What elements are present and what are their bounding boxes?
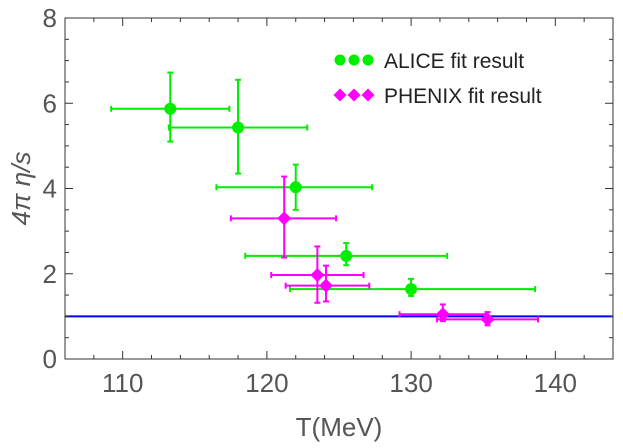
y-tick-label: 2 [43, 259, 57, 289]
data-point-circle [232, 121, 245, 134]
y-tick-label: 8 [43, 3, 57, 33]
y-tick-label: 6 [43, 88, 57, 118]
x-tick-label: 130 [389, 368, 432, 398]
legend-marker-circle [334, 54, 346, 66]
plot-frame [64, 17, 614, 360]
data-point-diamond [310, 268, 325, 283]
data-point-circle [340, 249, 353, 262]
legend-marker-circle [362, 54, 374, 66]
data-point-circle [164, 102, 177, 115]
legend-label: ALICE fit result [384, 50, 524, 73]
x-tick-label: 140 [534, 368, 577, 398]
y-tick-label: 4 [43, 174, 57, 204]
x-axis-label: T(MeV) [296, 412, 383, 442]
legend-marker-diamond [333, 88, 347, 102]
series-alice [110, 71, 537, 297]
x-tick-label: 120 [245, 368, 288, 398]
data-point-circle [405, 283, 418, 296]
legend-label: PHENIX fit result [384, 85, 542, 108]
data-point-diamond [277, 211, 292, 226]
y-axis-label: 4π η/s [6, 152, 36, 226]
y-tick-label: 0 [43, 344, 57, 374]
data-point-diamond [480, 312, 495, 327]
data-point-diamond [435, 307, 450, 322]
x-tick-label: 110 [102, 368, 143, 398]
series-phenix [229, 175, 540, 327]
legend-marker-diamond [347, 88, 361, 102]
data-point-circle [289, 181, 302, 194]
data-point-diamond [319, 278, 334, 293]
legend-marker-circle [348, 54, 360, 66]
legend-marker-diamond [361, 88, 375, 102]
